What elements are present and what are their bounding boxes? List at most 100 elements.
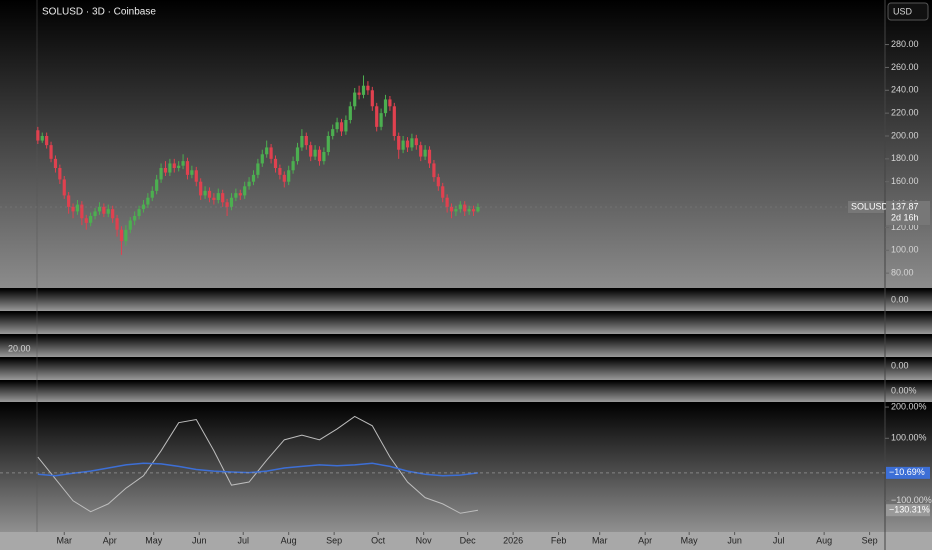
candle-body xyxy=(71,206,75,212)
candle-body xyxy=(304,136,308,146)
pane-strip xyxy=(0,381,932,402)
candle-body xyxy=(102,206,106,214)
candle-body xyxy=(467,209,471,212)
candle-body xyxy=(295,147,300,162)
candle-body xyxy=(445,197,449,207)
candle-body xyxy=(419,145,423,157)
candle-body xyxy=(366,85,370,91)
candle-body xyxy=(282,174,286,182)
candle-body xyxy=(357,92,361,95)
candle-body xyxy=(344,120,348,132)
candle-body xyxy=(80,204,84,219)
candle-body xyxy=(40,136,44,141)
candle-body xyxy=(278,168,282,175)
pane-label: 0.00 xyxy=(891,360,909,370)
candle-body xyxy=(309,145,313,157)
candle-body xyxy=(375,106,379,127)
candle-body xyxy=(287,170,291,182)
y-tick-label: 200.00 xyxy=(891,130,919,140)
candle-body xyxy=(150,190,154,198)
candle-body xyxy=(436,177,440,187)
currency-button[interactable] xyxy=(887,2,929,21)
y-tick-label: 240.00 xyxy=(891,85,919,95)
candle-body xyxy=(225,202,229,207)
candle-body xyxy=(106,209,110,214)
candle-body xyxy=(410,138,414,148)
candle-body xyxy=(36,130,40,141)
candle-body xyxy=(243,186,247,196)
candle-body xyxy=(221,193,225,203)
candle-body xyxy=(185,161,190,175)
pane-strip xyxy=(0,358,932,380)
candle-body xyxy=(423,149,427,157)
y-tick-label: 200.00% xyxy=(891,401,927,411)
candle-body xyxy=(251,174,256,182)
x-tick-label: Dec xyxy=(460,535,477,545)
candle-body xyxy=(229,197,234,207)
candle-body xyxy=(335,122,339,130)
y-tick-label: 180.00 xyxy=(891,153,919,163)
candle-body xyxy=(326,136,330,152)
candle-body xyxy=(392,106,396,136)
x-tick-label: Oct xyxy=(371,535,386,545)
time-axis xyxy=(0,532,932,550)
candle-body xyxy=(427,149,432,164)
candle-body xyxy=(89,216,93,223)
candle-body xyxy=(119,229,124,242)
candle-body xyxy=(137,209,141,216)
chart-title: SOLUSD · 3D · Coinbase xyxy=(42,7,156,18)
candle-body xyxy=(291,161,295,171)
candle-body xyxy=(256,163,260,175)
candle-body xyxy=(353,92,357,107)
candle-body xyxy=(300,136,304,148)
candle-body xyxy=(454,209,458,212)
pane-strip xyxy=(0,335,932,357)
candle-body xyxy=(234,193,238,198)
value-badge xyxy=(886,466,930,479)
candle-body xyxy=(172,163,176,168)
y-tick-label: 100.00% xyxy=(891,433,927,443)
candle-body xyxy=(207,190,212,198)
price-badge xyxy=(886,201,930,226)
x-tick-label: Aug xyxy=(281,535,297,545)
candle-body xyxy=(414,138,418,146)
candle-body xyxy=(405,140,410,148)
last-value-label: −130.31% xyxy=(889,505,930,515)
candle-body xyxy=(93,211,97,216)
x-tick-label: Sep xyxy=(862,535,878,545)
currency[interactable]: USD xyxy=(893,6,913,16)
candle-body xyxy=(476,207,480,212)
candle-body xyxy=(331,129,335,136)
candle-body xyxy=(177,165,181,168)
candle-body xyxy=(388,99,392,107)
x-tick-label: Nov xyxy=(416,535,433,545)
candle-body xyxy=(181,161,185,166)
value-badge xyxy=(886,504,930,517)
candle-body xyxy=(247,181,251,187)
pane-label: 20.00 xyxy=(8,343,31,353)
y-tick-label: 80.00 xyxy=(891,268,914,278)
candle-body xyxy=(370,90,374,107)
candle-body xyxy=(397,136,401,150)
candle-body xyxy=(401,140,405,150)
x-tick-label: May xyxy=(681,535,699,545)
x-tick-label: May xyxy=(145,535,163,545)
x-tick-label: Aug xyxy=(816,535,832,545)
candle-body xyxy=(463,204,467,212)
candle-body xyxy=(203,190,207,196)
x-tick-label: Mar xyxy=(592,535,608,545)
candle-body xyxy=(111,209,115,219)
x-tick-label: Jun xyxy=(727,535,742,545)
candle-body xyxy=(383,99,388,114)
candle-body xyxy=(216,193,220,200)
candle-body xyxy=(62,179,66,196)
candle-body xyxy=(75,204,80,212)
candle-body xyxy=(49,145,53,159)
y-tick-label: 260.00 xyxy=(891,62,919,72)
candle-body xyxy=(260,154,264,164)
candle-body xyxy=(238,193,242,196)
pane-strip xyxy=(0,289,932,311)
indicator-line xyxy=(37,415,479,514)
x-tick-label: Jun xyxy=(192,535,207,545)
